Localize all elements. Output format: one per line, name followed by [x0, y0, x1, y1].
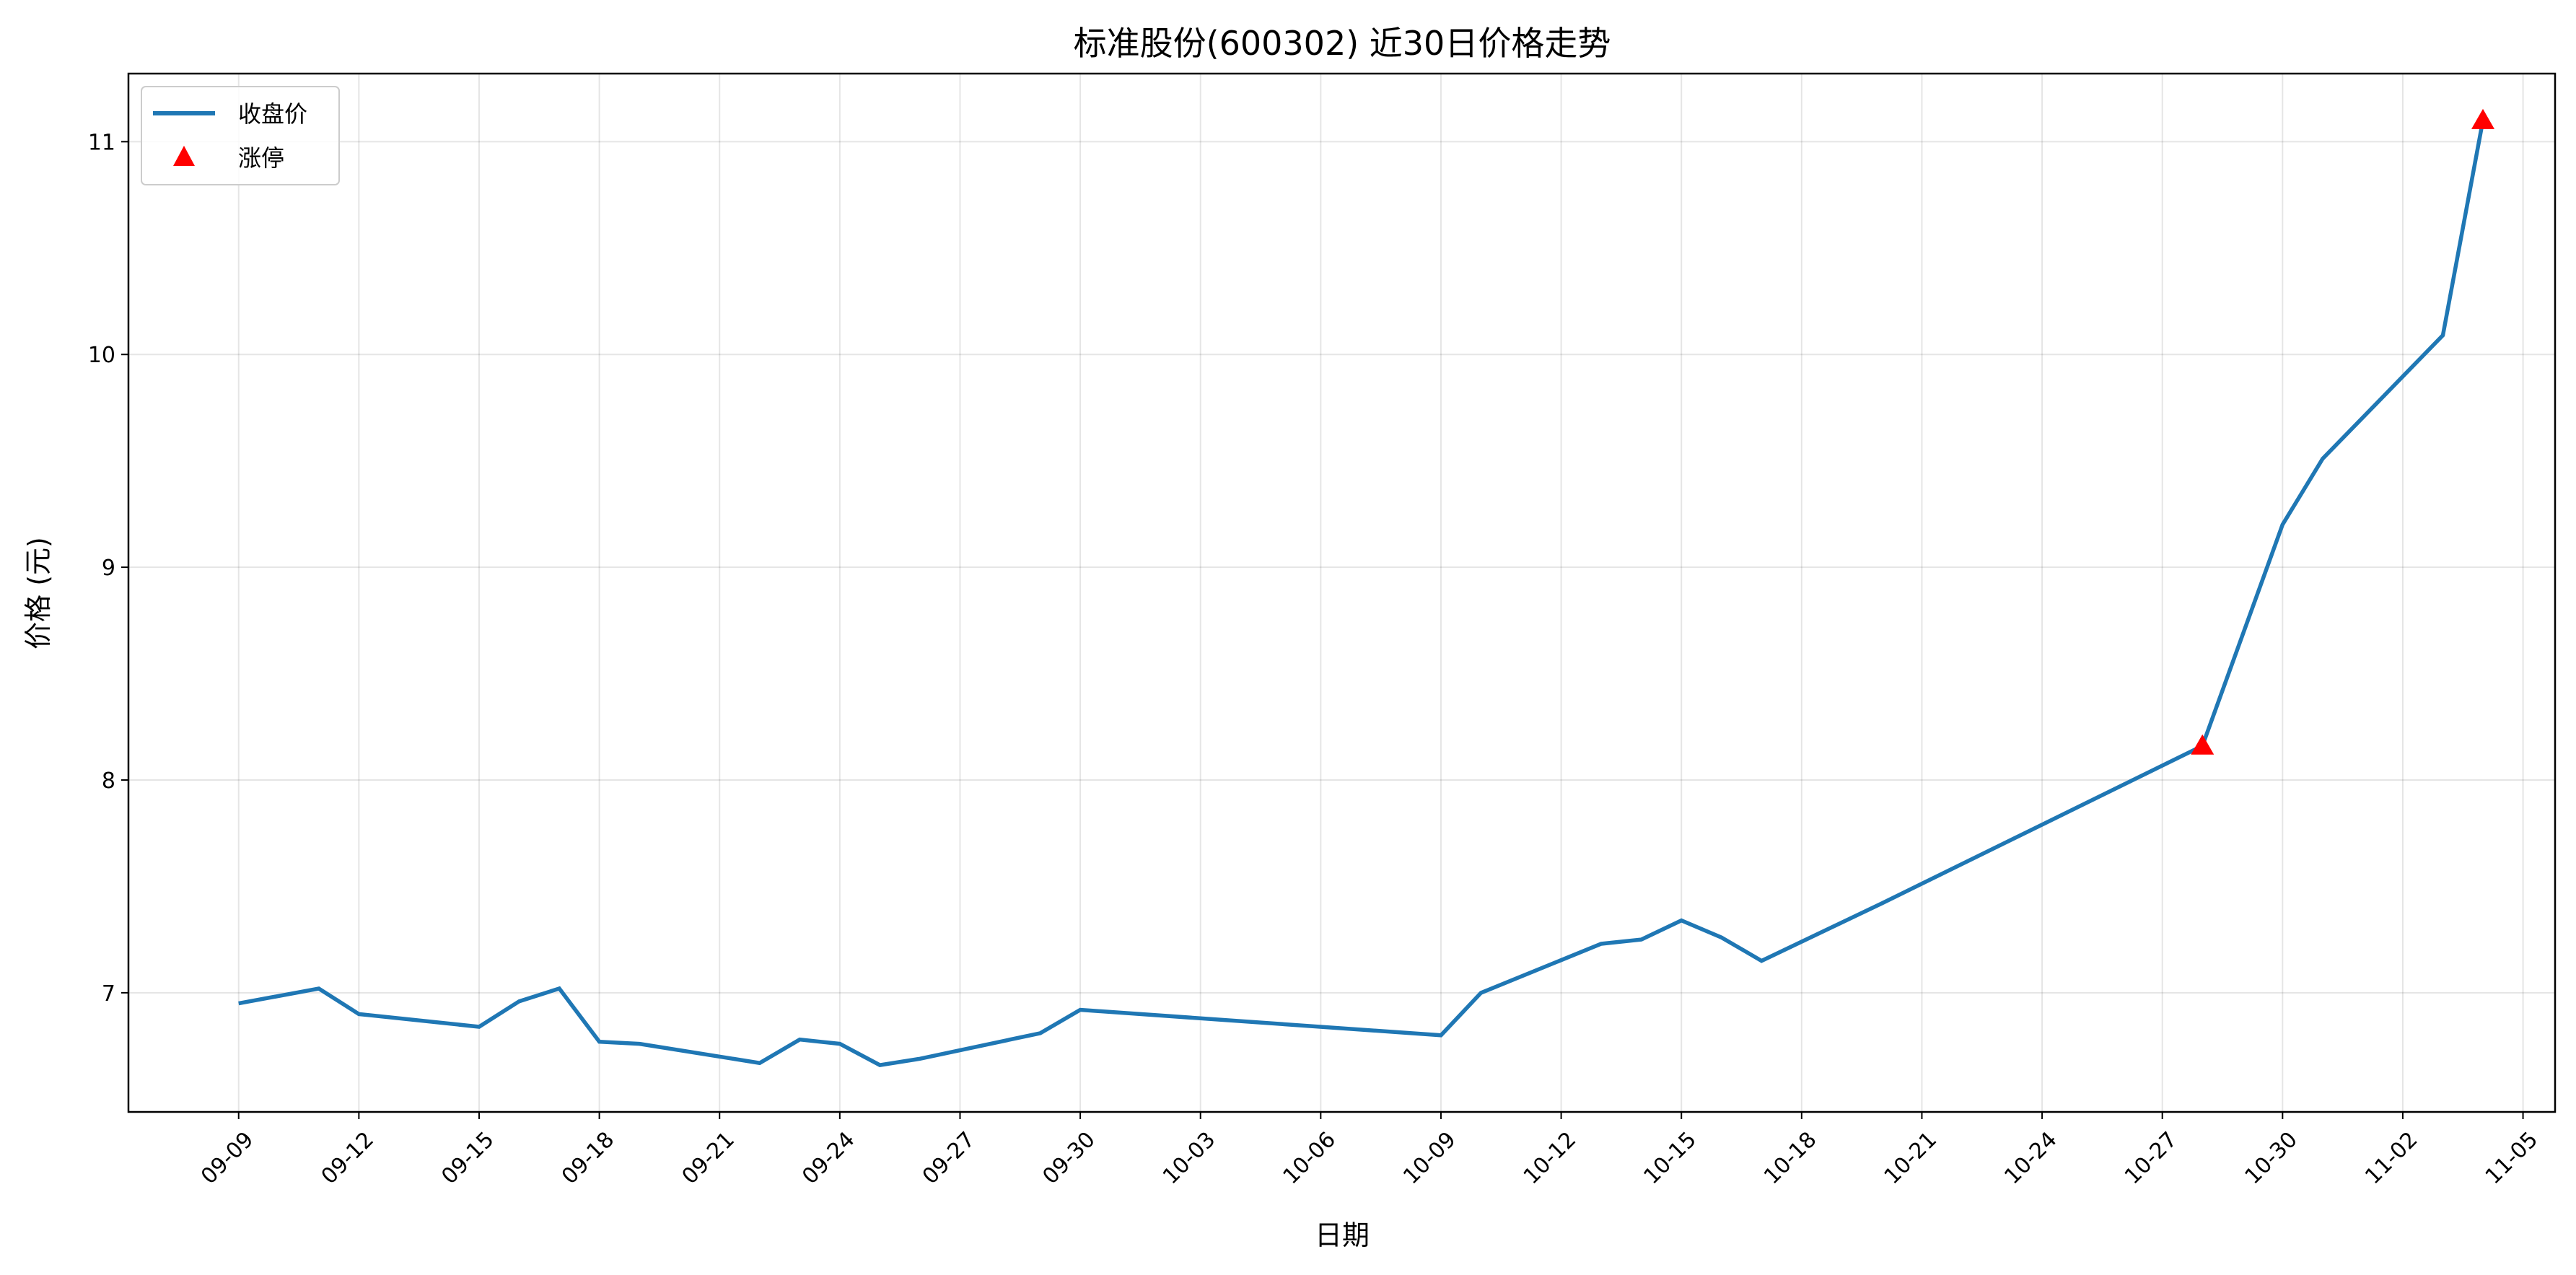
y-tick-label: 8 — [102, 768, 115, 794]
y-axis: 7 8 9 10 11 — [88, 130, 128, 1007]
y-tick-label: 9 — [102, 556, 115, 581]
legend: 收盘价 涨停 — [141, 86, 340, 185]
y-tick-label: 7 — [102, 981, 115, 1007]
close-price-line — [238, 120, 2485, 1067]
plot-frame — [127, 72, 2557, 1113]
y-tick-label: 10 — [88, 343, 115, 368]
legend-label-close: 收盘价 — [238, 100, 307, 128]
limit-up-marker — [2191, 734, 2214, 755]
x-axis-label: 日期 — [1315, 1219, 1370, 1251]
limit-up-marker — [2471, 108, 2495, 129]
series-layer — [238, 108, 2495, 1067]
grid — [128, 74, 2555, 1112]
legend-triangle-swatch — [173, 146, 195, 166]
chart-title: 标准股份(600302) 近30日价格走势 — [1074, 24, 1611, 63]
y-axis-label: 价格 (元) — [22, 537, 54, 649]
y-tick-label: 11 — [88, 130, 115, 155]
legend-label-limitup: 涨停 — [238, 144, 284, 172]
